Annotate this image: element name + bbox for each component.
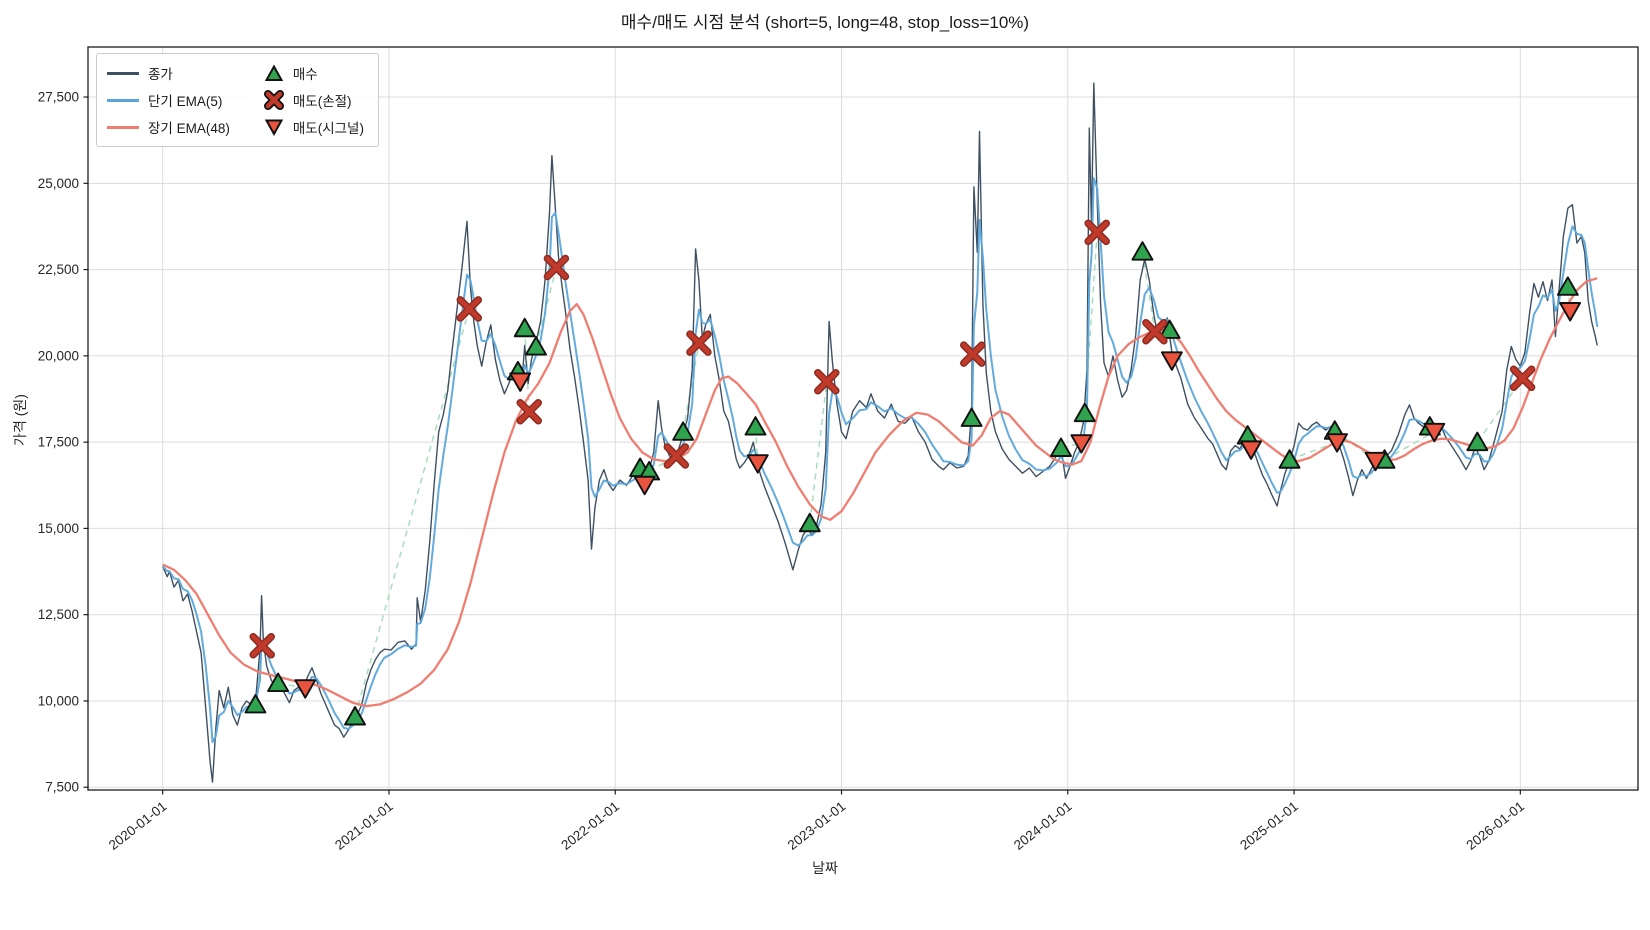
x-tick-label: 2020-01-01 <box>106 799 170 853</box>
x-tick-label: 2022-01-01 <box>558 799 622 853</box>
x-tick-label: 2023-01-01 <box>785 799 849 853</box>
x-axis-label: 날짜 <box>812 860 838 876</box>
buy-marker <box>1556 276 1579 296</box>
legend-ema-long-label: 장기 EMA(48) <box>148 121 230 136</box>
legend-buy-label: 매수 <box>292 67 318 82</box>
axis-ticks-and-labels: 7,500 10,000 12,500 15,000 17,500 20,000 22,50… <box>38 90 1527 853</box>
buy-marker <box>960 407 983 427</box>
y-tick-label: 17,500 <box>38 435 79 450</box>
buy-marker <box>513 317 536 338</box>
sell-signal-marker <box>633 475 656 496</box>
buy-marker <box>244 693 267 714</box>
legend-item-ema-long: 장기 EMA(48) <box>107 117 230 137</box>
x-tick-label: 2021-01-01 <box>332 799 396 853</box>
sell-signal-marker <box>1364 451 1387 472</box>
sell-stop-marker <box>250 634 274 658</box>
legend: 종가 매수 단기 EMA(5) 매도(손절) 장기 EMA(48) <box>96 53 379 147</box>
x-tick-label: 2025-01-01 <box>1237 799 1301 853</box>
legend-item-close: 종가 <box>107 63 230 83</box>
sell-signal-triangle-icon <box>264 117 284 137</box>
buy-marker <box>1073 402 1096 423</box>
trade-connection-lines <box>254 232 1571 717</box>
buy-marker <box>744 416 767 436</box>
buy-marker <box>1466 431 1489 452</box>
buy-marker <box>1131 241 1154 261</box>
x-tick-label: 2024-01-01 <box>1011 799 1075 853</box>
y-tick-label: 7,500 <box>45 780 79 795</box>
buy-triangle-icon <box>264 63 284 83</box>
sell-signal-marker <box>1160 351 1183 371</box>
x-tick-label: 2026-01-01 <box>1464 799 1528 853</box>
sell-stop-marker <box>1085 221 1109 244</box>
sell-signal-marker <box>1070 434 1093 454</box>
y-tick-label: 22,500 <box>38 262 79 277</box>
buy-marker <box>798 512 821 533</box>
legend-ema-short-label: 단기 EMA(5) <box>148 94 223 109</box>
sell-stop-marker <box>517 400 541 424</box>
sell-stop-x-icon <box>263 90 284 110</box>
sell-stop-marker <box>961 342 985 366</box>
legend-item-sell-stop: 매도(손절) <box>263 90 364 110</box>
sell-stop-marker <box>1143 320 1167 344</box>
legend-item-buy: 매수 <box>264 63 364 83</box>
legend-sell-signal-label: 매도(시그널) <box>292 121 364 136</box>
y-tick-label: 27,500 <box>38 90 79 105</box>
sell-stop-markers <box>249 219 1536 659</box>
sell-stop-marker <box>545 256 568 279</box>
chart-title: 매수/매도 시점 분석 (short=5, long=48, stop_loss… <box>620 13 1030 32</box>
close-price-line <box>162 82 1598 783</box>
sell-stop-marker <box>815 370 839 394</box>
y-tick-label: 25,000 <box>38 176 79 191</box>
buy-marker <box>672 421 695 441</box>
buy-marker <box>267 672 290 692</box>
buy-marker <box>1158 319 1181 339</box>
sell-signal-marker <box>746 454 769 474</box>
sell-signal-marker <box>1559 302 1582 322</box>
ema-short-line-swatch <box>107 98 139 102</box>
buy-marker <box>1050 437 1072 457</box>
sell-signal-marker <box>294 679 317 699</box>
buy-marker <box>1278 449 1301 469</box>
y-tick-label: 15,000 <box>38 521 79 536</box>
sell-stop-marker <box>1511 366 1534 390</box>
ema-short-line <box>161 177 1599 744</box>
legend-close-label: 종가 <box>148 67 173 82</box>
ema-long-line-swatch <box>107 125 139 129</box>
sell-stop-marker <box>665 444 688 468</box>
plot-border <box>87 46 1639 791</box>
sell-signal-marker <box>1326 433 1348 453</box>
legend-sell-stop-label: 매도(손절) <box>292 94 352 109</box>
buy-marker <box>525 336 547 356</box>
y-tick-label: 12,500 <box>38 607 79 622</box>
sell-stop-marker <box>457 297 481 321</box>
close-line-swatch <box>107 71 139 75</box>
y-axis-label: 가격 (원) <box>12 394 28 446</box>
legend-item-ema-short: 단기 EMA(5) <box>107 90 230 110</box>
sell-signal-markers <box>294 302 1582 699</box>
y-tick-label: 20,000 <box>38 348 79 363</box>
buy-marker <box>344 706 366 726</box>
gridlines <box>88 47 1638 790</box>
sell-signal-marker <box>509 372 532 392</box>
y-tick-label: 10,000 <box>38 693 79 708</box>
ema-long-line <box>162 277 1598 708</box>
legend-item-sell-signal: 매도(시그널) <box>264 117 364 137</box>
sell-signal-marker <box>1240 440 1263 460</box>
sell-stop-marker <box>687 331 711 355</box>
sell-signal-marker <box>1423 422 1446 443</box>
